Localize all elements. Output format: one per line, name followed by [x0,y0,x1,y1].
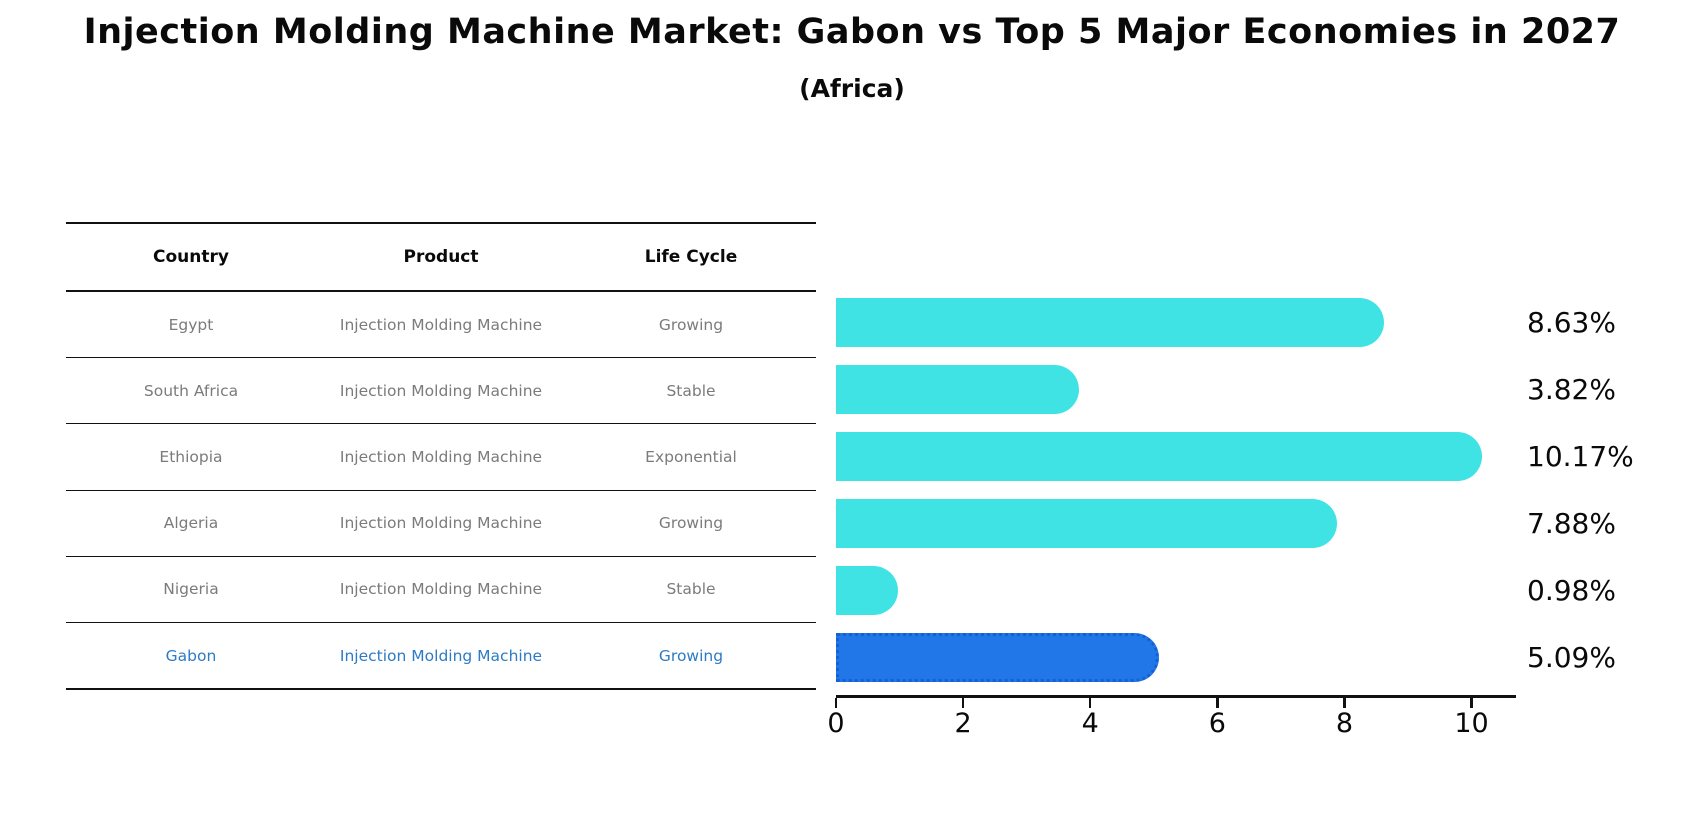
table-header-life-cycle: Life Cycle [644,247,738,267]
chart-title: Injection Molding Machine Market: Gabon … [83,12,1621,52]
table-row-highlighted: Gabon Injection Molding Machine Growing [66,623,816,691]
product-cell: Injection Molding Machine [339,580,543,599]
bar-south-africa [836,365,1079,414]
x-axis-tick-label: 8 [1335,708,1353,739]
x-axis-tick-label: 6 [1208,708,1226,739]
bar-value-labels: 8.63% 3.82% 10.17% 7.88% 0.98% 5.09% [1527,289,1702,691]
country-cell: Gabon [165,646,217,665]
country-cell: Egypt [168,315,214,334]
x-axis-tick-label: 10 [1454,708,1489,739]
bar-highlighted-gabon [836,633,1160,682]
chart-subtitle: (Africa) [799,74,905,103]
product-cell: Injection Molding Machine [339,514,543,533]
bar-ethiopia [836,432,1483,481]
x-axis-tick [1343,698,1346,708]
life-cycle-cell: Stable [666,580,716,599]
x-axis-tick-label: 4 [1081,708,1099,739]
table-body: Egypt Injection Molding Machine Growing Sou… [66,292,816,691]
table-header-product: Product [403,247,479,267]
table-header-row: Country Product Life Cycle [66,224,816,292]
country-table: Country Product Life Cycle Egypt Injectio… [66,222,816,691]
bar-slot [836,557,1516,624]
x-axis-tick [834,698,838,708]
x-axis-tick [1470,698,1473,708]
bar-value-label: 7.88% [1527,507,1616,540]
bar-value-label: 10.17% [1527,440,1634,473]
x-axis-tick [961,698,965,708]
table-row: Ethiopia Injection Molding Machine Exponen… [66,424,816,491]
bar-slot [836,423,1516,490]
bar-egypt [836,298,1385,347]
product-cell: Injection Molding Machine [339,315,543,334]
life-cycle-cell: Growing [658,514,724,533]
table-row: South Africa Injection Molding Machine Sta… [66,358,816,425]
life-cycle-cell: Growing [658,315,724,334]
life-cycle-cell: Growing [658,646,724,665]
country-cell: South Africa [143,381,239,400]
x-axis-line [836,695,1516,698]
x-axis-tick-label: 2 [954,708,972,739]
bar-slot [836,624,1516,691]
x-axis-tick [1088,698,1092,708]
product-cell: Injection Molding Machine [339,646,543,665]
country-cell: Ethiopia [159,447,223,466]
bar-plot-area [836,289,1516,691]
country-cell: Algeria [163,514,219,533]
bar-algeria [836,499,1337,548]
bar-value-label: 3.82% [1527,373,1616,406]
x-axis-tick-label: 0 [827,708,845,739]
table-row: Egypt Injection Molding Machine Growing [66,292,816,359]
table-header-country: Country [153,247,229,267]
bar-slot [836,356,1516,423]
life-cycle-cell: Stable [666,381,716,400]
country-cell: Nigeria [163,580,219,599]
bar-value-label: 8.63% [1527,306,1616,339]
bar-value-label: 5.09% [1527,641,1616,674]
bar-value-label: 0.98% [1527,574,1616,607]
product-cell: Injection Molding Machine [339,381,543,400]
life-cycle-cell: Exponential [645,447,737,466]
x-axis-tick [1216,698,1219,708]
table-row: Algeria Injection Molding Machine Growing [66,491,816,557]
bar-nigeria [836,566,899,615]
product-cell: Injection Molding Machine [339,447,543,466]
table-row: Nigeria Injection Molding Machine Stable [66,557,816,623]
bar-slot [836,289,1516,356]
bar-slot [836,490,1516,557]
